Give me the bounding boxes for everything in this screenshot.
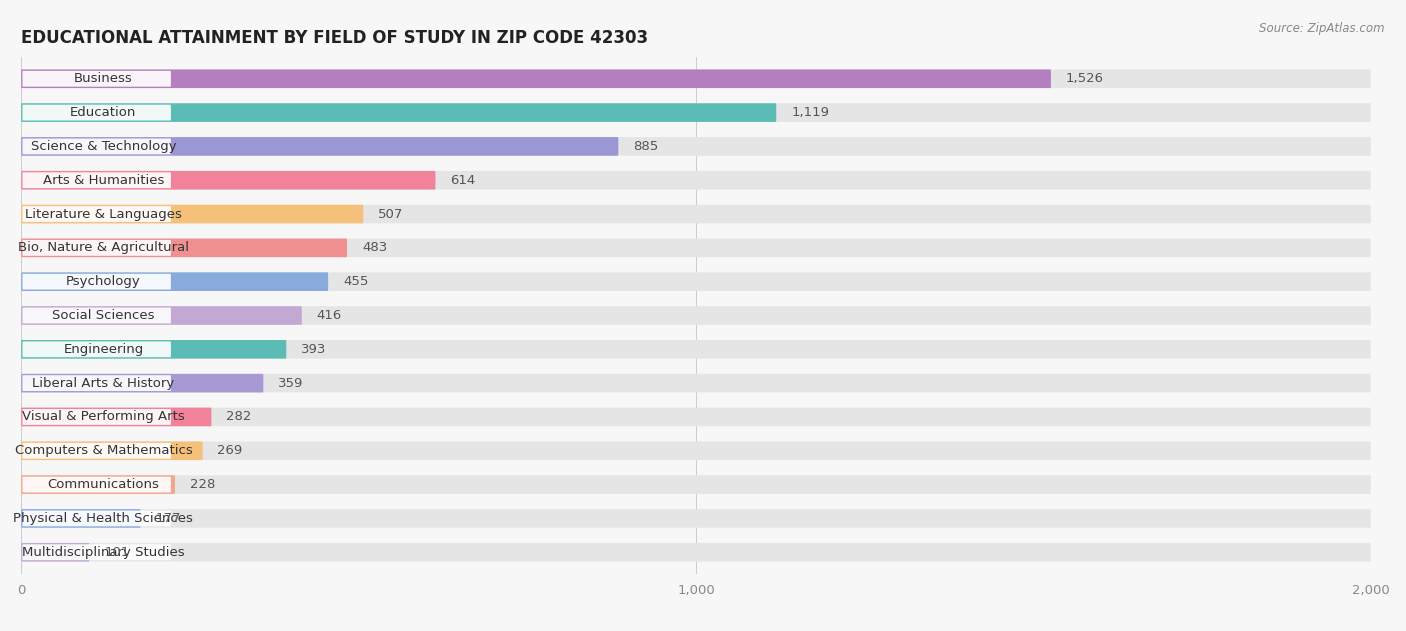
Text: 359: 359 (278, 377, 304, 389)
Text: 101: 101 (104, 546, 129, 558)
Text: 885: 885 (633, 140, 658, 153)
FancyBboxPatch shape (21, 374, 1371, 392)
FancyBboxPatch shape (22, 105, 172, 121)
FancyBboxPatch shape (21, 69, 1050, 88)
FancyBboxPatch shape (21, 509, 1371, 528)
Text: 177: 177 (156, 512, 181, 525)
Text: Arts & Humanities: Arts & Humanities (42, 174, 165, 187)
FancyBboxPatch shape (21, 137, 1371, 156)
FancyBboxPatch shape (22, 476, 172, 493)
Text: Liberal Arts & History: Liberal Arts & History (32, 377, 174, 389)
FancyBboxPatch shape (21, 239, 1371, 257)
FancyBboxPatch shape (22, 240, 172, 256)
Text: Multidisciplinary Studies: Multidisciplinary Studies (22, 546, 184, 558)
FancyBboxPatch shape (21, 340, 1371, 358)
FancyBboxPatch shape (21, 543, 1371, 562)
FancyBboxPatch shape (21, 509, 141, 528)
FancyBboxPatch shape (21, 408, 211, 427)
FancyBboxPatch shape (22, 71, 172, 86)
Text: Business: Business (75, 73, 132, 85)
FancyBboxPatch shape (21, 137, 619, 156)
FancyBboxPatch shape (22, 341, 172, 357)
Text: 507: 507 (378, 208, 404, 221)
FancyBboxPatch shape (21, 171, 1371, 189)
FancyBboxPatch shape (21, 475, 174, 494)
FancyBboxPatch shape (21, 306, 1371, 325)
Text: 614: 614 (450, 174, 475, 187)
FancyBboxPatch shape (21, 273, 328, 291)
FancyBboxPatch shape (22, 172, 172, 188)
FancyBboxPatch shape (21, 69, 1371, 88)
Text: 1,119: 1,119 (792, 106, 830, 119)
Text: 416: 416 (316, 309, 342, 322)
FancyBboxPatch shape (22, 545, 172, 560)
FancyBboxPatch shape (22, 206, 172, 222)
Text: 1,526: 1,526 (1066, 73, 1104, 85)
FancyBboxPatch shape (21, 204, 1371, 223)
Text: Computers & Mathematics: Computers & Mathematics (14, 444, 193, 457)
FancyBboxPatch shape (22, 138, 172, 155)
FancyBboxPatch shape (21, 340, 287, 358)
FancyBboxPatch shape (21, 306, 302, 325)
FancyBboxPatch shape (21, 204, 363, 223)
FancyBboxPatch shape (22, 375, 172, 391)
FancyBboxPatch shape (22, 443, 172, 459)
Text: 393: 393 (301, 343, 326, 356)
Text: Visual & Performing Arts: Visual & Performing Arts (22, 410, 184, 423)
FancyBboxPatch shape (21, 374, 263, 392)
FancyBboxPatch shape (21, 442, 1371, 460)
Text: 483: 483 (361, 242, 387, 254)
Text: Engineering: Engineering (63, 343, 143, 356)
Text: 282: 282 (226, 410, 252, 423)
FancyBboxPatch shape (22, 409, 172, 425)
Text: Social Sciences: Social Sciences (52, 309, 155, 322)
Text: Psychology: Psychology (66, 275, 141, 288)
Text: Communications: Communications (48, 478, 159, 491)
FancyBboxPatch shape (21, 475, 1371, 494)
FancyBboxPatch shape (22, 510, 172, 526)
Text: Bio, Nature & Agricultural: Bio, Nature & Agricultural (18, 242, 188, 254)
Text: EDUCATIONAL ATTAINMENT BY FIELD OF STUDY IN ZIP CODE 42303: EDUCATIONAL ATTAINMENT BY FIELD OF STUDY… (21, 29, 648, 47)
FancyBboxPatch shape (21, 442, 202, 460)
Text: 455: 455 (343, 275, 368, 288)
FancyBboxPatch shape (21, 103, 776, 122)
FancyBboxPatch shape (22, 274, 172, 290)
Text: Science & Technology: Science & Technology (31, 140, 176, 153)
Text: Literature & Languages: Literature & Languages (25, 208, 181, 221)
FancyBboxPatch shape (21, 273, 1371, 291)
Text: 228: 228 (190, 478, 215, 491)
FancyBboxPatch shape (21, 408, 1371, 427)
FancyBboxPatch shape (21, 239, 347, 257)
FancyBboxPatch shape (22, 307, 172, 324)
Text: 269: 269 (218, 444, 243, 457)
Text: Physical & Health Sciences: Physical & Health Sciences (14, 512, 194, 525)
FancyBboxPatch shape (21, 171, 436, 189)
Text: Source: ZipAtlas.com: Source: ZipAtlas.com (1260, 22, 1385, 35)
FancyBboxPatch shape (21, 543, 89, 562)
FancyBboxPatch shape (21, 103, 1371, 122)
Text: Education: Education (70, 106, 136, 119)
